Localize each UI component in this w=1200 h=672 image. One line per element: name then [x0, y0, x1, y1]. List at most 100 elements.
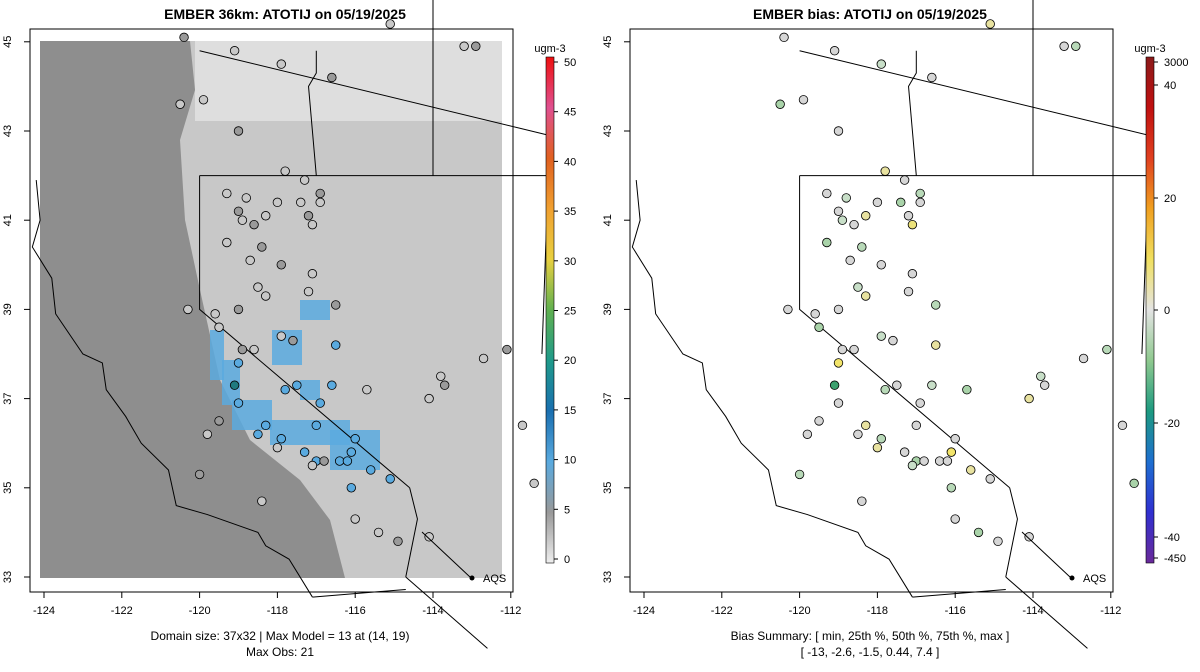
- observation-site: [1071, 41, 1081, 51]
- observation-site: [249, 344, 259, 355]
- lat-tick-label: 45: [602, 36, 614, 48]
- observation-site: [307, 219, 318, 230]
- observation-site: [233, 358, 244, 368]
- lat-tick-label: 33: [602, 571, 614, 583]
- observation-site: [288, 335, 298, 346]
- colorbar-unit-label: ugm-3: [534, 43, 565, 55]
- observation-site: [210, 309, 220, 319]
- observation-site: [833, 398, 844, 408]
- observation-site: [946, 483, 957, 493]
- observation-site: [517, 420, 528, 431]
- observation-site: [993, 536, 1003, 547]
- lat-tick-label: 43: [2, 125, 14, 137]
- observation-site: [362, 384, 372, 395]
- observation-site: [853, 282, 863, 292]
- right-map-title: EMBER bias: ATOTIJ on 05/19/2025: [753, 6, 987, 22]
- observation-site: [331, 340, 341, 350]
- state-border-ca-nv: [799, 175, 1010, 489]
- left-map-group: AQS -124 -122 -120 -118 -116 -114 -112 33 35 37 39 4…: [2, 0, 551, 649]
- observation-site: [931, 340, 941, 350]
- observation-site: [261, 420, 271, 431]
- observation-site: [899, 447, 910, 457]
- observation-site: [229, 380, 240, 390]
- observation-site: [985, 19, 995, 29]
- observation-site: [841, 193, 851, 203]
- observation-site: [222, 237, 232, 248]
- state-border-or-nv: [308, 50, 317, 176]
- right-caption-line1: Bias Summary: [ min, 25th %, 50th %, 75t…: [730, 629, 1010, 643]
- observation-site: [350, 514, 360, 524]
- colorbar-tick-label: 20: [1164, 193, 1176, 205]
- lat-tick-label: 41: [602, 214, 614, 226]
- right-map-group: AQS -124 -122 -120 -118 -116 -114 -112 33 35 37 39 4…: [602, 0, 1151, 649]
- lon-tick-label: -112: [1100, 605, 1121, 617]
- lat-tick-label: 37: [2, 392, 14, 404]
- observation-site: [829, 380, 840, 390]
- observation-site: [861, 420, 871, 431]
- observation-site: [837, 215, 848, 225]
- colorbar-tick-label: 30: [564, 256, 576, 268]
- lon-tick-label: -118: [867, 605, 888, 617]
- observation-site: [822, 237, 832, 248]
- model-cell-high: [300, 300, 330, 320]
- observation-site: [931, 300, 941, 310]
- legend-aqs-label: AQS: [1083, 573, 1106, 585]
- colorbar-tick-label: 45: [564, 107, 576, 119]
- observation-site: [872, 197, 883, 208]
- observation-site: [253, 282, 263, 292]
- observation-site: [233, 126, 244, 136]
- observation-site: [946, 447, 957, 457]
- observation-site: [1059, 41, 1069, 51]
- observation-site: [315, 188, 325, 199]
- observation-site: [471, 41, 481, 51]
- observation-site: [814, 322, 824, 332]
- model-grid-north: [195, 41, 502, 121]
- observation-site: [814, 416, 824, 426]
- observation-site: [833, 126, 844, 136]
- observation-site: [903, 211, 914, 221]
- observation-site: [346, 447, 357, 457]
- colorbar-tick-label: -40: [1164, 532, 1180, 544]
- observation-site: [202, 429, 213, 439]
- colorbar-tick-label: 40: [1164, 80, 1176, 92]
- observation-site: [896, 197, 906, 208]
- observation-site: [331, 300, 341, 310]
- observation-site: [899, 175, 910, 185]
- observation-site: [915, 188, 925, 199]
- state-border-or-id: [199, 50, 550, 136]
- observation-site: [393, 536, 403, 547]
- observation-site: [233, 398, 244, 408]
- observation-site: [880, 384, 890, 395]
- legend-aqs-marker: [469, 575, 475, 581]
- colorbar-tick-label: 50: [564, 57, 576, 69]
- observation-site: [919, 456, 929, 466]
- observation-site: [194, 469, 205, 480]
- right-map-panel: AQS -124 -122 -120 -118 -116 -114 -112 33 35 37 39 4…: [602, 0, 1188, 649]
- observation-site: [907, 269, 918, 279]
- lat-tick-label: 43: [602, 125, 614, 137]
- observation-site: [233, 206, 244, 216]
- lon-tick-label: -124: [633, 605, 655, 617]
- observation-site: [966, 465, 976, 475]
- observation-site: [1117, 420, 1128, 431]
- observation-site: [927, 72, 937, 83]
- observation-site: [249, 219, 259, 230]
- colorbar-tick-label: 5: [564, 504, 570, 516]
- observation-site: [833, 358, 844, 368]
- observation-site: [907, 460, 918, 471]
- lon-tick-label: -122: [711, 605, 733, 617]
- observation-site: [876, 434, 886, 444]
- lat-tick-label: 35: [602, 482, 614, 494]
- lon-tick-label: -118: [267, 605, 288, 617]
- observation-site: [276, 260, 286, 270]
- observation-site: [280, 166, 290, 176]
- observation-site: [822, 188, 832, 199]
- observation-site: [385, 19, 395, 29]
- observation-site: [837, 344, 848, 355]
- observation-site: [179, 32, 189, 43]
- observation-site: [880, 166, 890, 176]
- observation-site: [876, 59, 886, 69]
- left-colorbar: ugm-3 0 5 10 15 20 25 30 35 40 45 50: [534, 43, 576, 566]
- model-cell-high: [210, 330, 224, 380]
- observation-site: [315, 398, 325, 408]
